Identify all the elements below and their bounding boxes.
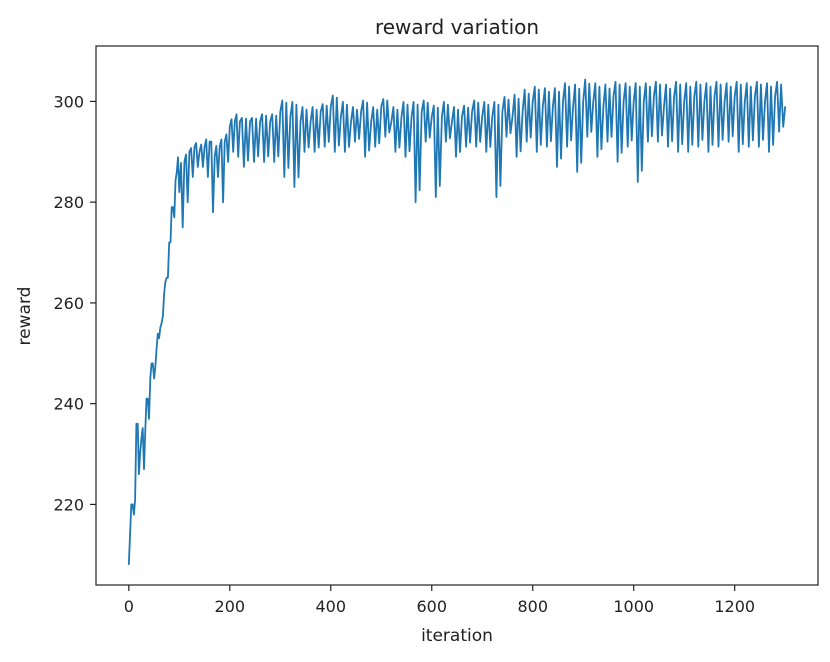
plot-area [127, 78, 787, 565]
x-tick-label: 400 [316, 597, 347, 616]
x-axis-label: iteration [421, 626, 493, 646]
y-tick-label: 260 [53, 294, 84, 313]
axes-frame [95, 45, 819, 586]
y-tick-label: 300 [53, 92, 84, 111]
y-axis-ticks: 220 240 260 280 300 [53, 92, 96, 514]
chart-title: reward variation [375, 15, 539, 39]
x-tick-label: 1200 [714, 597, 755, 616]
y-tick-label: 240 [53, 395, 84, 414]
y-axis-label: reward [15, 287, 35, 346]
x-tick-label: 800 [517, 597, 548, 616]
x-axis-ticks: 0 200 400 600 800 1000 1200 [124, 585, 755, 616]
series-line-0 [127, 78, 787, 565]
x-tick-label: 200 [215, 597, 246, 616]
x-tick-label: 600 [416, 597, 447, 616]
x-tick-label: 1000 [613, 597, 654, 616]
y-tick-label: 280 [53, 193, 84, 212]
y-tick-label: 220 [53, 495, 84, 514]
x-tick-label: 0 [124, 597, 134, 616]
